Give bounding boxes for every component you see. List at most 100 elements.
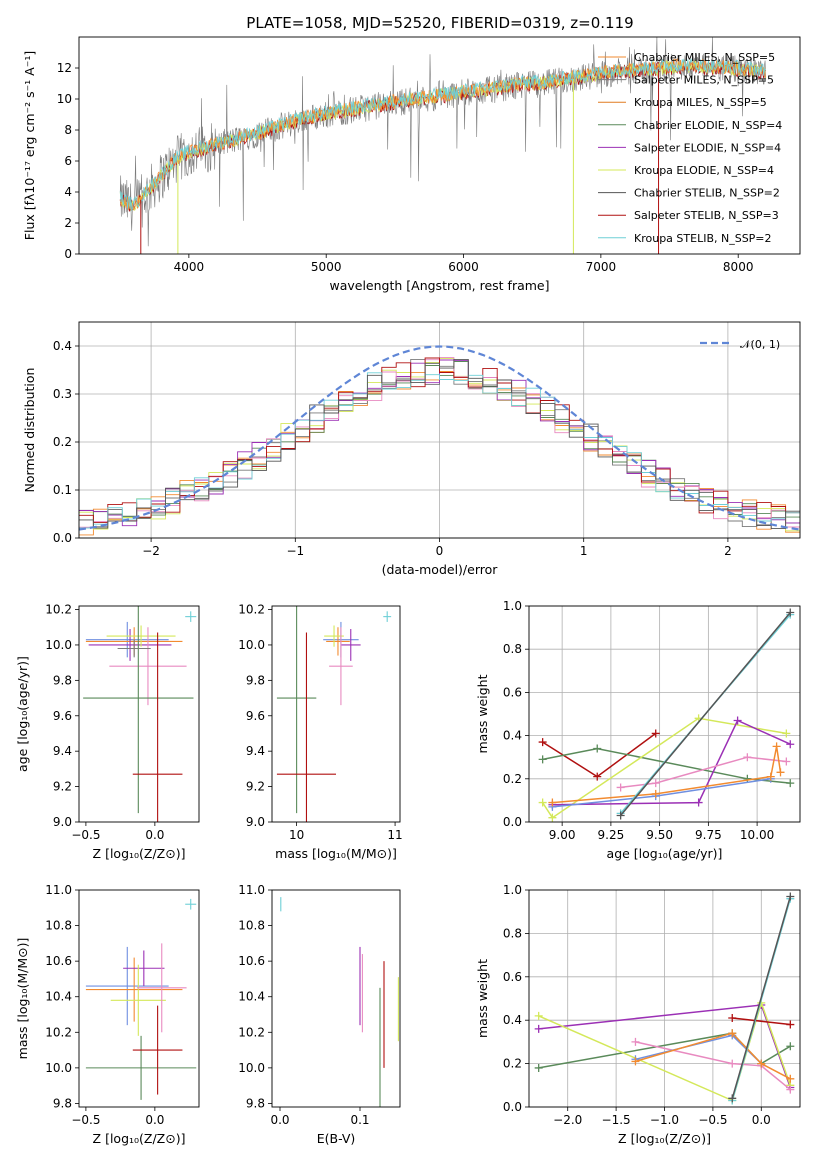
x-axis-label: (data-model)/error	[382, 562, 499, 577]
y-tick-label: 0.0	[503, 1100, 522, 1114]
plot-frame	[78, 36, 801, 255]
plot-frame	[528, 889, 801, 1108]
y-axis-label: mass weight	[475, 674, 490, 753]
data-point	[534, 1063, 543, 1072]
x-tick-label: −2.0	[553, 1113, 582, 1127]
y-axis-label: Flux [fλ10⁻¹⁷ erg cm⁻² s⁻¹ A⁻¹]	[22, 51, 37, 240]
y-tick-label: 10.6	[45, 954, 72, 968]
x-tick-label: 4000	[174, 260, 205, 274]
data-point	[616, 783, 625, 792]
legend-entry: 𝒩(0, 1)	[740, 338, 780, 351]
y-tick-label: 10.8	[45, 919, 72, 933]
data-point	[786, 1074, 795, 1083]
x-axis-label: age [log₁₀(age/yr)]	[607, 846, 723, 861]
y-tick-label: 6	[64, 154, 72, 168]
x-tick-label: 9.50	[646, 828, 673, 842]
x-tick-label: 0.0	[270, 1113, 289, 1127]
y-tick-label: 2	[64, 216, 72, 230]
y-tick-label: 9.8	[246, 673, 265, 687]
legend-entry: Chabrier ELODIE, N_SSP=4	[634, 119, 782, 132]
plot-frame	[78, 321, 801, 539]
plot-area	[280, 897, 399, 1107]
legend-entry: Chabrier MILES, N_SSP=5	[634, 51, 775, 64]
y-tick-label: 0.4	[503, 729, 522, 743]
y-tick-label: 10.2	[45, 603, 72, 617]
x-tick-label: −0.5	[71, 1113, 100, 1127]
x-tick-label: 8000	[723, 260, 754, 274]
series-line	[542, 747, 791, 784]
plot-area	[534, 892, 795, 1105]
data-point	[782, 729, 791, 738]
x-axis-label: mass [log₁₀(M/M⊙)]	[275, 846, 397, 861]
x-tick-label: 9.75	[695, 828, 722, 842]
data-point	[538, 738, 547, 747]
data-point	[786, 779, 795, 788]
data-point	[631, 1057, 640, 1066]
y-tick-label: 0.8	[503, 926, 522, 940]
x-axis-label: Z [log₁₀(Z/Z⊙)]	[618, 1131, 711, 1146]
y-tick-label: 0.0	[503, 815, 522, 829]
y-tick-label: 10.0	[238, 638, 265, 652]
data-point	[728, 1014, 737, 1023]
data-point	[786, 1020, 795, 1029]
data-point	[743, 753, 752, 762]
data-point	[782, 757, 791, 766]
legend-entry: Salpeter STELIB, N_SSP=3	[634, 209, 779, 222]
y-tick-label: 9.6	[53, 709, 72, 723]
x-tick-label: 2	[724, 544, 732, 558]
y-tick-label: 1.0	[503, 883, 522, 897]
data-point	[757, 1059, 766, 1068]
y-tick-label: 0.4	[53, 339, 72, 353]
data-point	[766, 772, 775, 781]
y-axis-label: mass [log₁₀(M/M⊙)]	[15, 938, 30, 1060]
y-tick-label: 0.0	[53, 531, 72, 545]
x-tick-label: −2	[142, 544, 160, 558]
data-point	[728, 1059, 737, 1068]
y-tick-label: 9.4	[53, 744, 72, 758]
y-tick-label: 12	[57, 61, 72, 75]
series-line	[620, 612, 791, 816]
y-tick-label: 9.2	[53, 780, 72, 794]
x-axis-label: Z [log₁₀(Z/Z⊙)]	[93, 1131, 186, 1146]
y-tick-label: 9.4	[246, 744, 265, 758]
legend-entry: Kroupa ELODIE, N_SSP=4	[634, 164, 774, 177]
y-tick-label: 1.0	[503, 599, 522, 613]
x-tick-label: −0.5	[71, 828, 100, 842]
y-tick-label: 9.6	[246, 709, 265, 723]
series-line	[620, 756, 787, 789]
x-tick-label: 0.0	[145, 828, 164, 842]
x-tick-label: 10	[289, 828, 304, 842]
y-tick-label: 4	[64, 185, 72, 199]
data-point	[733, 716, 742, 725]
y-axis-label: mass weight	[475, 959, 490, 1038]
data-point	[786, 892, 795, 901]
data-point	[651, 779, 660, 788]
chart-title: PLATE=1058, MJD=52520, FIBERID=0319, z=0…	[246, 14, 633, 32]
y-tick-label: 0.2	[503, 1057, 522, 1071]
data-point	[694, 798, 703, 807]
plot-frame	[271, 889, 401, 1108]
y-tick-label: 10.8	[238, 919, 265, 933]
data-point	[786, 1085, 795, 1094]
x-tick-label: −0.5	[698, 1113, 727, 1127]
y-tick-label: 10.4	[238, 990, 265, 1004]
y-tick-label: 10.4	[45, 990, 72, 1004]
histogram-series	[79, 372, 800, 529]
plot-area	[85, 898, 197, 1100]
legend-entry: Kroupa STELIB, N_SSP=2	[634, 232, 772, 245]
series-line	[541, 717, 787, 819]
data-point	[772, 742, 781, 751]
y-tick-label: 9.8	[246, 1096, 265, 1110]
x-tick-label: 9.00	[549, 828, 576, 842]
series-line	[552, 719, 791, 806]
plot-area	[79, 345, 800, 536]
series-line	[635, 1041, 791, 1091]
data-point	[593, 744, 602, 753]
x-tick-label: 0.0	[145, 1113, 164, 1127]
legend-entry: Chabrier STELIB, N_SSP=2	[634, 187, 780, 200]
y-tick-label: 0.8	[503, 642, 522, 656]
series-line	[731, 896, 792, 1099]
data-point	[538, 798, 547, 807]
y-tick-label: 10.0	[238, 1061, 265, 1075]
